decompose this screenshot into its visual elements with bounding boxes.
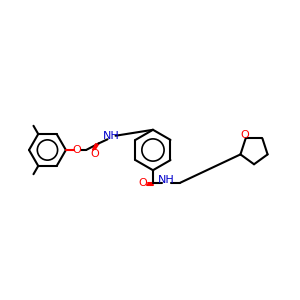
- Text: NH: NH: [103, 131, 120, 141]
- Text: O: O: [90, 149, 99, 159]
- Text: O: O: [138, 178, 147, 188]
- Text: O: O: [73, 145, 82, 155]
- Text: NH: NH: [158, 175, 175, 185]
- Text: O: O: [241, 130, 249, 140]
